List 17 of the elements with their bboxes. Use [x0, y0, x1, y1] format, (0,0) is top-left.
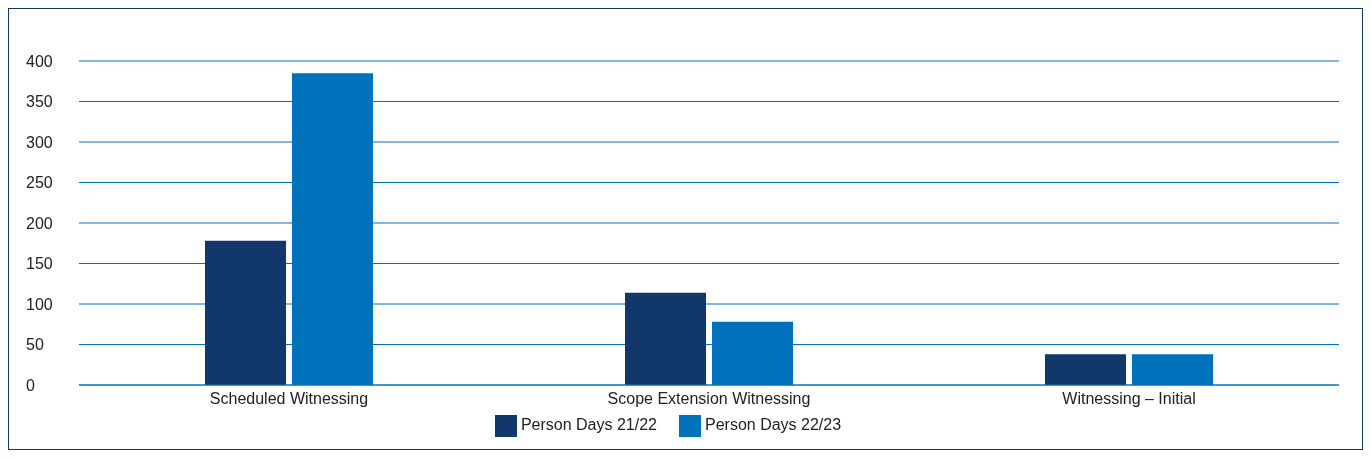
y-tick-label: 300 — [26, 133, 53, 151]
y-tick-label: 0 — [26, 376, 35, 394]
y-tick-label: 100 — [26, 295, 53, 313]
x-tick-label: Scheduled Witnessing — [209, 390, 369, 408]
y-tick-label: 50 — [26, 336, 44, 354]
bar — [205, 240, 286, 385]
x-tick-label: Witnessing – Initial — [1062, 390, 1196, 408]
y-tick-label: 400 — [26, 52, 53, 70]
y-tick-label: 200 — [26, 214, 53, 232]
x-tick-label: Scope Extension Witnessing — [607, 390, 811, 408]
legend-label: Person Days 21/22 — [520, 416, 657, 434]
bar — [625, 292, 706, 385]
y-tick-label: 350 — [26, 93, 53, 111]
y-tick-label: 150 — [26, 255, 53, 273]
legend-label: Person Days 22/23 — [705, 416, 842, 434]
y-tick-label: 250 — [26, 174, 53, 192]
bar — [1045, 354, 1126, 385]
